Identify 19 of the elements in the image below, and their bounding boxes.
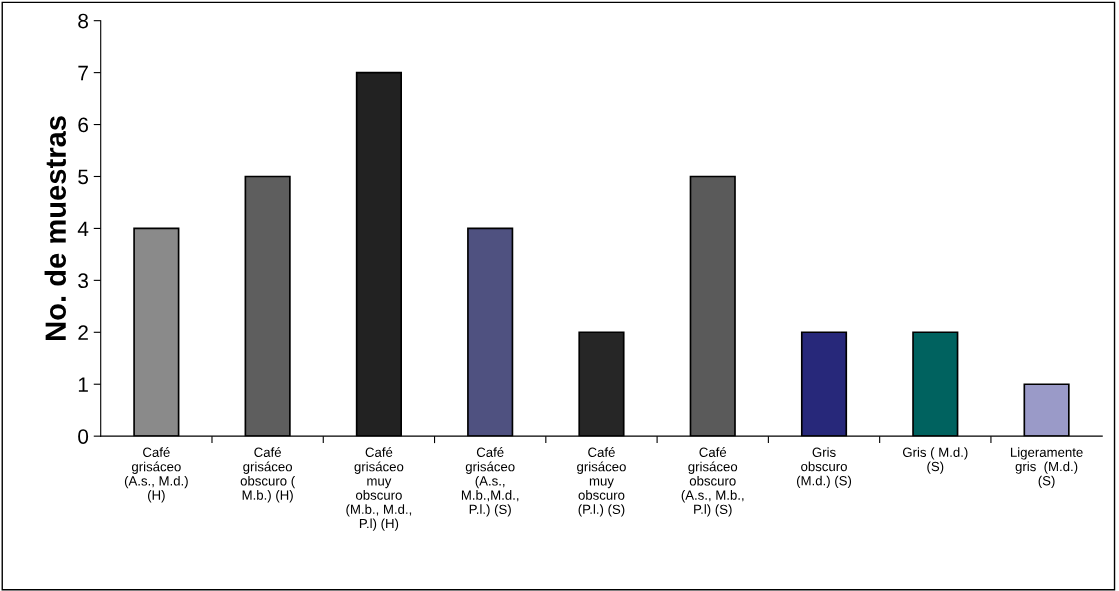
x-tick-label: Ligeramente gris (M.d.) (S) [1010, 447, 1083, 488]
y-tick-label: 4 [77, 221, 89, 236]
x-tick-label: Café grisáceo (A.s., M.b.,M.d., P.l.) (S) [461, 447, 519, 517]
y-tick-label: 7 [78, 65, 88, 81]
x-tick-label: Café grisáceo (A.s., M.d.) (H) [124, 447, 188, 503]
y-tick-label: 2 [78, 325, 88, 340]
y-tick-label: 0 [78, 429, 89, 444]
y-tick-label: 1 [78, 377, 88, 392]
y-tick-label: 8 [78, 13, 88, 29]
y-tick-label: 3 [78, 273, 88, 289]
y-tick-label: 6 [78, 117, 88, 133]
x-tick-label: Café grisáceo obscuro ( M.b.) (H) [240, 447, 296, 503]
x-tick-label: Café grisáceo muy obscuro (P.l.) (S) [577, 447, 626, 517]
x-tick-label: Gris obscuro (M.d.) (S) [796, 447, 852, 488]
x-tick-label: Café grisáceo obscuro (A.s., M.b., P.l) (S) [681, 447, 744, 517]
x-tick-label: Gris ( M.d.) (S) [902, 447, 968, 474]
x-tick-label: Café grisáceo muy obscuro (M.b., M.d., P.l) (H) [346, 447, 412, 531]
y-tick-label: 5 [78, 169, 89, 185]
y-axis-title: No. de muestras [44, 116, 66, 340]
